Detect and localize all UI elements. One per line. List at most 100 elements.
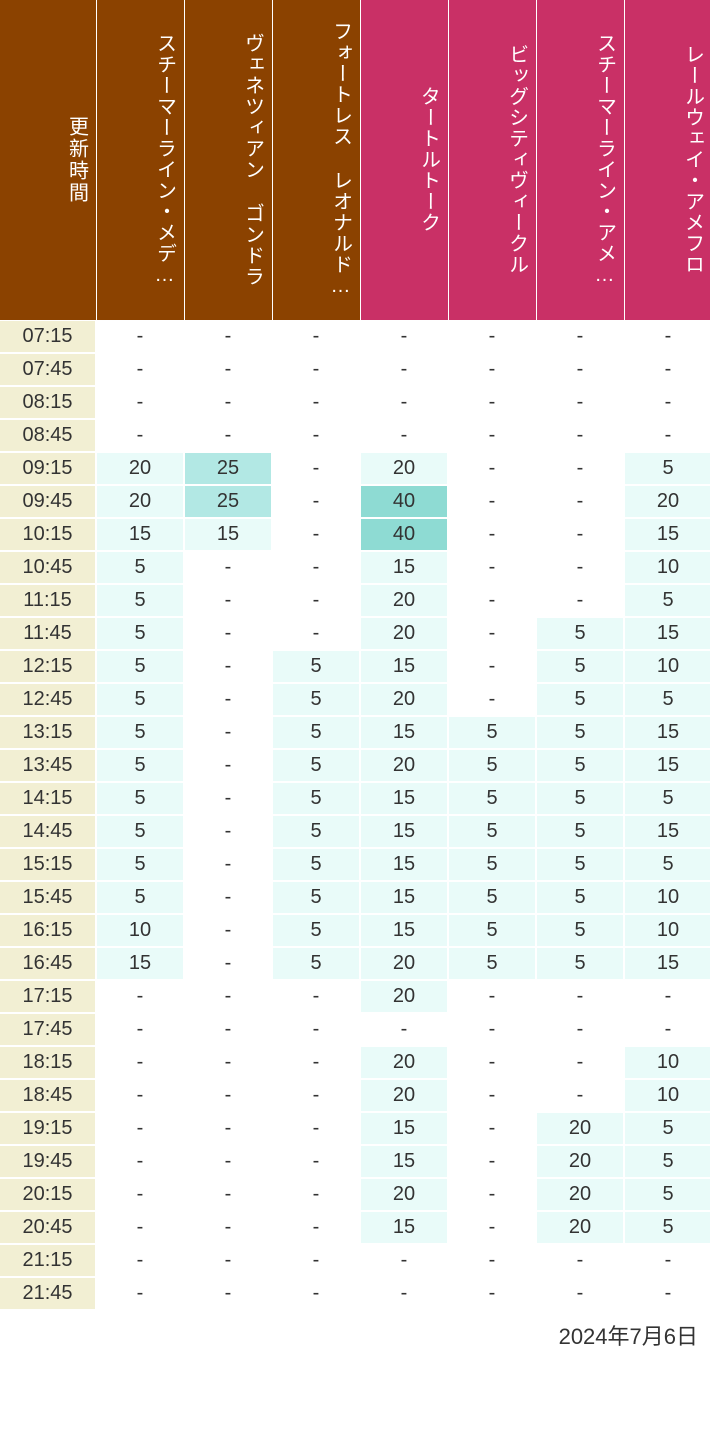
data-cell: -: [184, 1244, 272, 1277]
data-cell: 10: [624, 1046, 710, 1079]
data-cell: -: [536, 1046, 624, 1079]
data-cell: 5: [448, 914, 536, 947]
data-cell: -: [448, 1178, 536, 1211]
data-cell: -: [272, 1079, 360, 1112]
time-cell: 12:15: [0, 650, 96, 683]
data-cell: 5: [272, 881, 360, 914]
wait-time-table: 更新時間 スチーマーライン・メデ…ヴェネツィアン ゴンドラフォートレス レオナル…: [0, 0, 710, 1311]
data-cell: -: [448, 1211, 536, 1244]
data-cell: 5: [448, 947, 536, 980]
table-row: 14:455-5155515: [0, 815, 710, 848]
data-cell: 15: [624, 617, 710, 650]
data-cell: -: [184, 1112, 272, 1145]
data-cell: -: [536, 419, 624, 452]
table-row: 10:455--15--10: [0, 551, 710, 584]
data-cell: 5: [536, 848, 624, 881]
data-cell: 15: [184, 518, 272, 551]
data-cell: -: [536, 452, 624, 485]
data-cell: -: [624, 980, 710, 1013]
data-cell: 5: [536, 881, 624, 914]
data-cell: -: [272, 419, 360, 452]
data-cell: 5: [272, 650, 360, 683]
data-cell: -: [272, 1277, 360, 1310]
table-row: 21:45-------: [0, 1277, 710, 1310]
data-cell: -: [272, 452, 360, 485]
time-cell: 19:45: [0, 1145, 96, 1178]
data-cell: -: [448, 650, 536, 683]
data-cell: -: [184, 683, 272, 716]
data-cell: 10: [624, 551, 710, 584]
table-row: 12:455-520-55: [0, 683, 710, 716]
data-cell: -: [448, 353, 536, 386]
data-cell: 10: [624, 881, 710, 914]
data-cell: 20: [624, 485, 710, 518]
data-cell: -: [624, 1013, 710, 1046]
data-cell: -: [184, 716, 272, 749]
header-col-5: スチーマーライン・アメ…: [536, 0, 624, 320]
data-cell: -: [184, 551, 272, 584]
data-cell: 5: [272, 683, 360, 716]
data-cell: 20: [536, 1145, 624, 1178]
data-cell: -: [360, 386, 448, 419]
data-cell: -: [448, 617, 536, 650]
table-row: 17:45-------: [0, 1013, 710, 1046]
table-row: 09:152025-20--5: [0, 452, 710, 485]
data-cell: -: [536, 320, 624, 353]
data-cell: -: [448, 1046, 536, 1079]
table-row: 19:15---15-205: [0, 1112, 710, 1145]
data-cell: -: [184, 980, 272, 1013]
table-row: 10:151515-40--15: [0, 518, 710, 551]
data-cell: -: [96, 1178, 184, 1211]
footer-date: 2024年7月6日: [0, 1311, 710, 1363]
data-cell: 20: [360, 1079, 448, 1112]
table-row: 09:452025-40--20: [0, 485, 710, 518]
data-cell: -: [184, 815, 272, 848]
data-cell: -: [360, 419, 448, 452]
header-col-3: タートルトーク: [360, 0, 448, 320]
data-cell: -: [184, 386, 272, 419]
table-row: 21:15-------: [0, 1244, 710, 1277]
data-cell: 20: [96, 485, 184, 518]
time-cell: 11:15: [0, 584, 96, 617]
data-cell: -: [184, 1178, 272, 1211]
data-cell: 5: [96, 881, 184, 914]
data-cell: -: [184, 419, 272, 452]
data-cell: 5: [448, 749, 536, 782]
data-cell: -: [624, 320, 710, 353]
table-row: 17:15---20---: [0, 980, 710, 1013]
data-cell: 15: [360, 551, 448, 584]
data-cell: 15: [360, 782, 448, 815]
header-col-6: レールウェイ・アメフロ: [624, 0, 710, 320]
data-cell: 10: [624, 1079, 710, 1112]
data-cell: 25: [184, 452, 272, 485]
table-row: 15:155-515555: [0, 848, 710, 881]
data-cell: -: [536, 1013, 624, 1046]
data-cell: 20: [536, 1178, 624, 1211]
data-cell: -: [536, 518, 624, 551]
data-cell: 5: [536, 650, 624, 683]
data-cell: -: [184, 353, 272, 386]
data-cell: -: [96, 419, 184, 452]
table-row: 08:45-------: [0, 419, 710, 452]
data-cell: 20: [360, 1046, 448, 1079]
data-cell: 20: [360, 584, 448, 617]
data-cell: -: [448, 386, 536, 419]
time-cell: 08:15: [0, 386, 96, 419]
time-cell: 21:15: [0, 1244, 96, 1277]
data-cell: 20: [536, 1112, 624, 1145]
data-cell: -: [448, 980, 536, 1013]
data-cell: 15: [360, 1112, 448, 1145]
data-cell: -: [184, 848, 272, 881]
header-col-0: スチーマーライン・メデ…: [96, 0, 184, 320]
data-cell: 15: [624, 749, 710, 782]
data-cell: 20: [360, 980, 448, 1013]
data-cell: -: [624, 1244, 710, 1277]
data-cell: -: [184, 584, 272, 617]
time-cell: 17:15: [0, 980, 96, 1013]
data-cell: -: [272, 980, 360, 1013]
data-cell: -: [96, 386, 184, 419]
data-cell: -: [184, 1079, 272, 1112]
table-row: 13:455-5205515: [0, 749, 710, 782]
data-cell: -: [448, 485, 536, 518]
data-cell: -: [272, 1145, 360, 1178]
